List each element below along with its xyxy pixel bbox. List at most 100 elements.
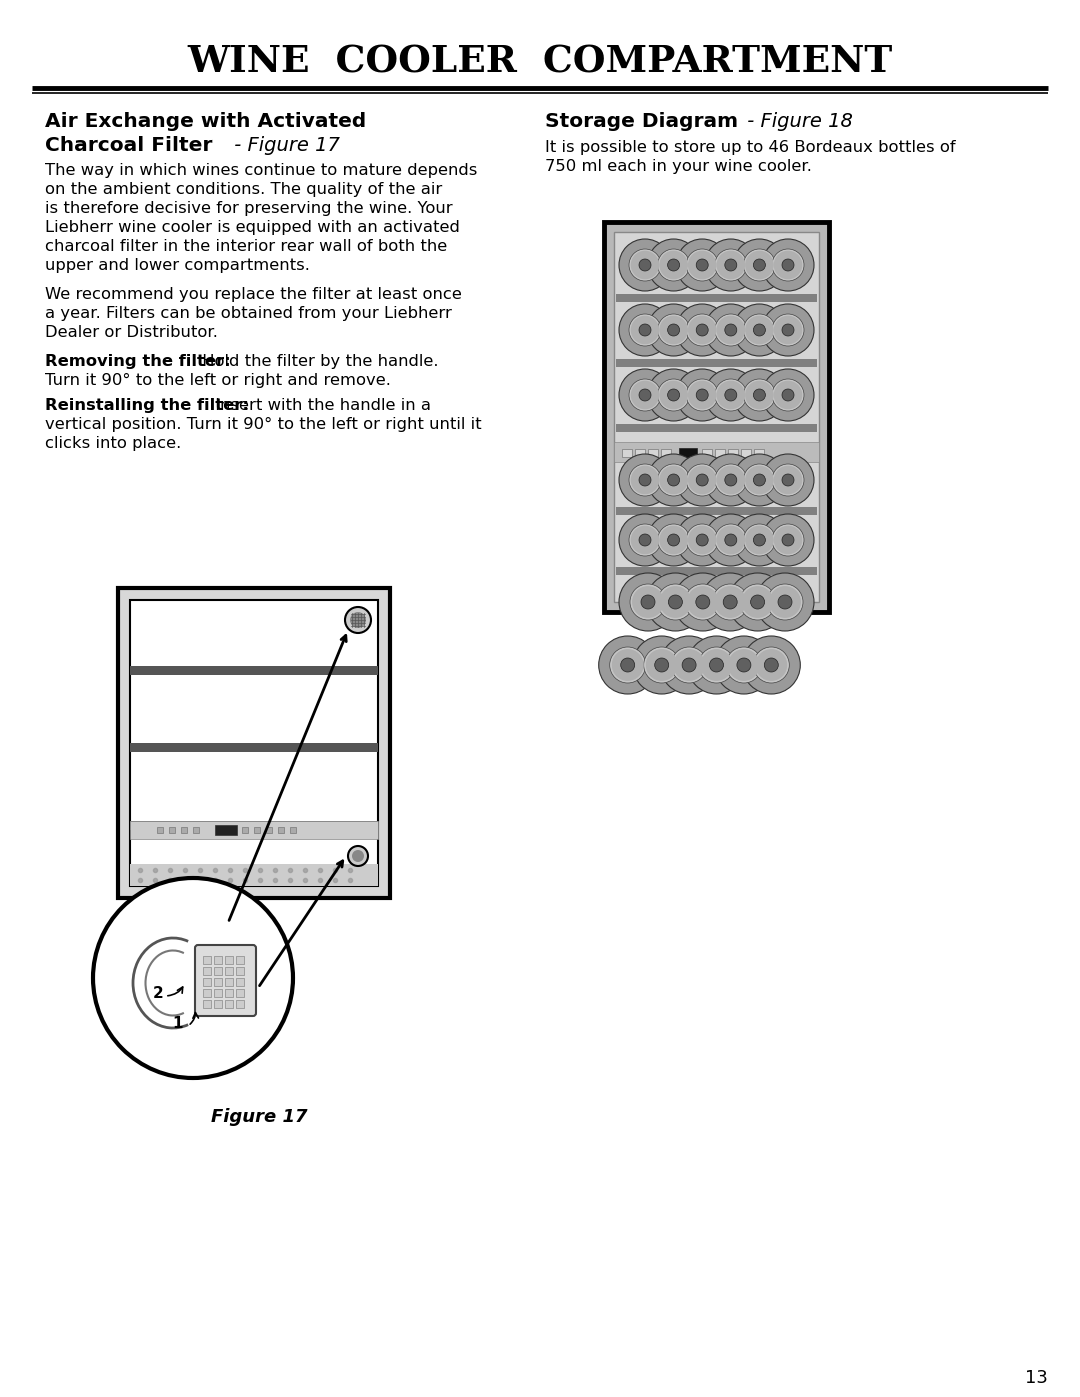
Bar xyxy=(237,1000,244,1009)
Circle shape xyxy=(716,250,745,279)
Bar xyxy=(237,989,244,997)
Circle shape xyxy=(742,636,800,694)
Text: on the ambient conditions. The quality of the air: on the ambient conditions. The quality o… xyxy=(45,182,442,197)
Text: Insert with the handle in a: Insert with the handle in a xyxy=(210,398,431,414)
Bar xyxy=(214,956,222,964)
Circle shape xyxy=(762,239,814,291)
Circle shape xyxy=(725,258,737,271)
Circle shape xyxy=(658,464,690,496)
Circle shape xyxy=(762,305,814,356)
Text: 13: 13 xyxy=(1025,1369,1048,1387)
Circle shape xyxy=(773,525,802,555)
Circle shape xyxy=(697,258,708,271)
Circle shape xyxy=(705,239,757,291)
Bar xyxy=(615,441,819,462)
Circle shape xyxy=(688,636,745,694)
Circle shape xyxy=(772,249,804,281)
Circle shape xyxy=(350,612,366,629)
Text: a year. Filters can be obtained from your Liebherr: a year. Filters can be obtained from you… xyxy=(45,306,451,321)
Circle shape xyxy=(772,379,804,411)
Circle shape xyxy=(629,524,661,556)
Bar xyxy=(728,448,738,457)
Circle shape xyxy=(659,381,688,409)
Circle shape xyxy=(772,524,804,556)
Circle shape xyxy=(743,249,775,281)
Circle shape xyxy=(686,249,718,281)
Circle shape xyxy=(619,369,671,420)
Circle shape xyxy=(745,250,773,279)
Circle shape xyxy=(352,849,364,862)
Text: Reinstalling the filter:: Reinstalling the filter: xyxy=(45,398,249,414)
Circle shape xyxy=(632,587,664,617)
Circle shape xyxy=(743,379,775,411)
Text: Hold the filter by the handle.: Hold the filter by the handle. xyxy=(197,353,438,369)
Circle shape xyxy=(659,316,688,344)
Circle shape xyxy=(705,454,757,506)
Circle shape xyxy=(648,305,700,356)
Circle shape xyxy=(667,534,679,546)
Bar xyxy=(237,956,244,964)
Text: W​INE  C​OOLER  C​OMPARTMENT: W​INE C​OOLER C​OMPARTMENT xyxy=(187,43,893,81)
Bar xyxy=(214,978,222,986)
Bar xyxy=(622,448,632,457)
Circle shape xyxy=(715,249,746,281)
Circle shape xyxy=(648,369,700,420)
Circle shape xyxy=(686,379,718,411)
Circle shape xyxy=(676,239,728,291)
Text: Removing the filter:: Removing the filter: xyxy=(45,353,231,369)
Circle shape xyxy=(762,454,814,506)
Circle shape xyxy=(733,305,785,356)
Circle shape xyxy=(683,658,697,672)
Bar xyxy=(661,448,671,457)
Circle shape xyxy=(644,647,679,683)
Circle shape xyxy=(729,573,786,631)
Circle shape xyxy=(762,369,814,420)
Circle shape xyxy=(619,305,671,356)
Circle shape xyxy=(733,239,785,291)
Circle shape xyxy=(667,258,679,271)
Bar xyxy=(130,743,378,752)
Circle shape xyxy=(660,587,691,617)
Circle shape xyxy=(658,584,693,620)
Circle shape xyxy=(667,388,679,401)
Text: Figure 17: Figure 17 xyxy=(211,1108,307,1126)
Circle shape xyxy=(667,324,679,337)
Circle shape xyxy=(782,474,794,486)
Bar xyxy=(754,448,764,457)
Circle shape xyxy=(669,595,683,609)
Circle shape xyxy=(611,650,644,680)
Circle shape xyxy=(733,369,785,420)
Circle shape xyxy=(740,584,775,620)
Circle shape xyxy=(697,324,708,337)
Bar xyxy=(130,821,378,830)
Bar xyxy=(215,826,237,835)
Circle shape xyxy=(756,573,814,631)
Bar xyxy=(648,448,658,457)
Circle shape xyxy=(745,316,773,344)
Circle shape xyxy=(745,381,773,409)
Bar xyxy=(214,989,222,997)
Circle shape xyxy=(348,847,368,866)
Circle shape xyxy=(629,314,661,346)
Text: Charcoal Filter: Charcoal Filter xyxy=(45,136,213,155)
Circle shape xyxy=(742,587,773,617)
Circle shape xyxy=(659,525,688,555)
Bar xyxy=(203,989,211,997)
Circle shape xyxy=(658,379,690,411)
Circle shape xyxy=(676,305,728,356)
Circle shape xyxy=(725,388,737,401)
Circle shape xyxy=(619,514,671,566)
Text: It is possible to store up to 46 Bordeaux bottles of: It is possible to store up to 46 Bordeau… xyxy=(545,140,956,155)
Circle shape xyxy=(697,534,708,546)
Circle shape xyxy=(745,465,773,495)
Circle shape xyxy=(716,381,745,409)
Bar xyxy=(130,599,378,886)
Bar xyxy=(225,1000,233,1009)
Circle shape xyxy=(737,658,751,672)
Text: 2: 2 xyxy=(152,985,163,1000)
Bar xyxy=(225,989,233,997)
Circle shape xyxy=(705,305,757,356)
Circle shape xyxy=(699,647,734,683)
Text: upper and lower compartments.: upper and lower compartments. xyxy=(45,258,310,272)
Circle shape xyxy=(716,525,745,555)
